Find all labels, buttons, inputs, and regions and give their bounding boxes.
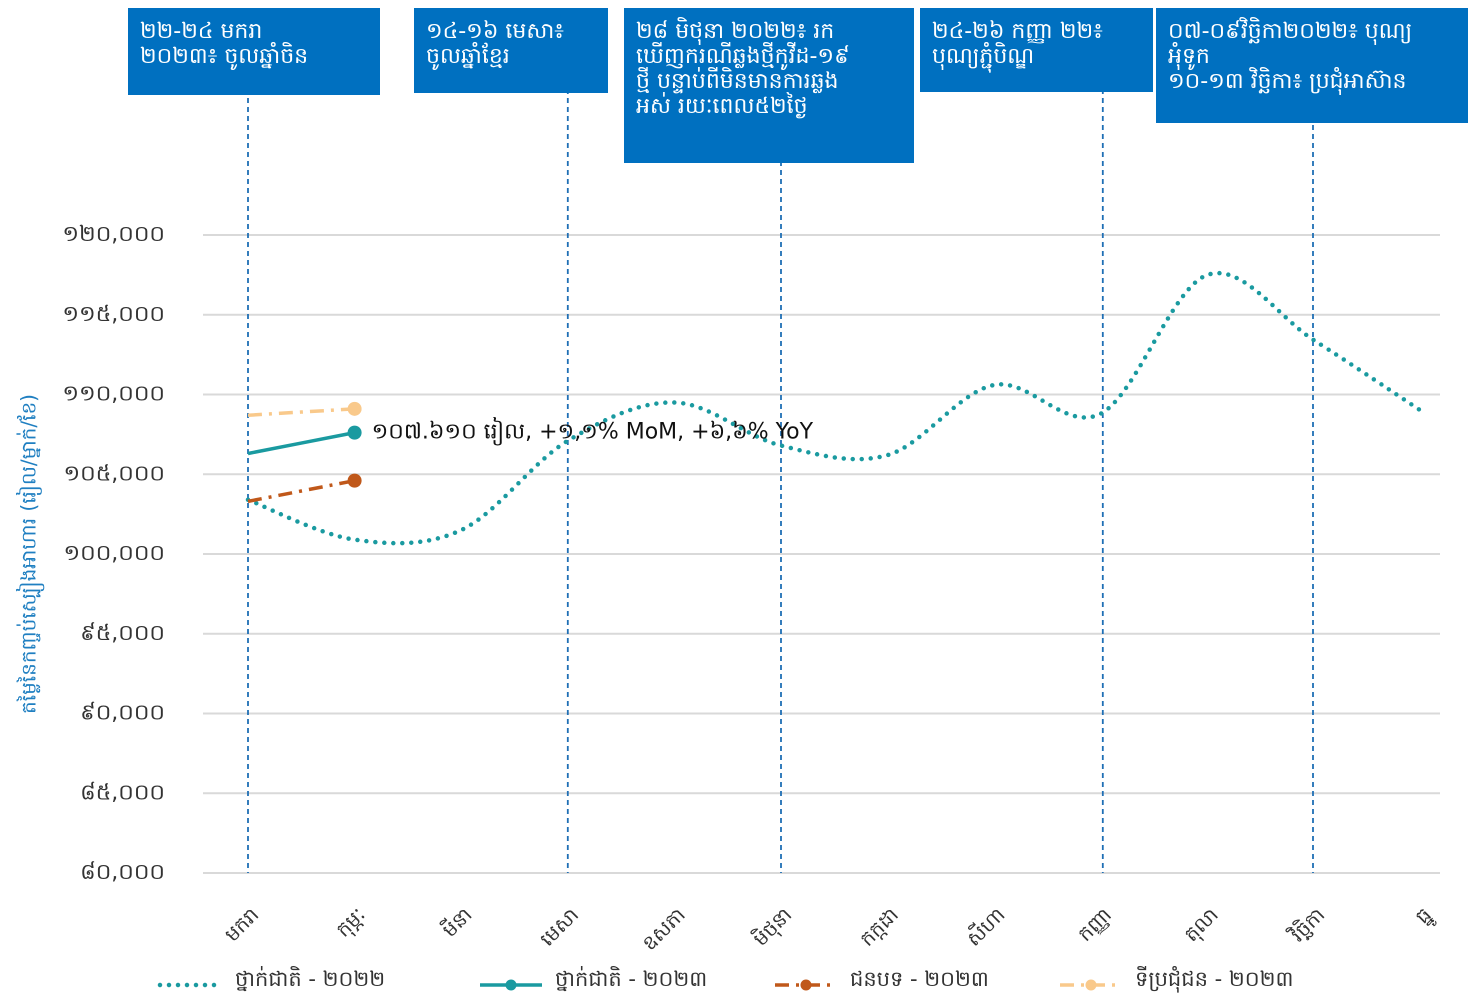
annotation-box	[414, 8, 608, 93]
x-tick-label: កុម្ភៈ	[331, 902, 372, 943]
legend-marker	[505, 979, 517, 991]
x-tick-label: ឧសភា	[637, 902, 690, 955]
series-line	[247, 430, 355, 456]
annotation-text: ២២-២៤ មករា	[140, 19, 262, 44]
annotation-text: អស់ រយៈពេល៥២ថ្ងៃ	[636, 92, 808, 119]
x-tick-label: មេសា	[535, 902, 583, 950]
y-tick-label: ១០០,០០០	[63, 541, 165, 566]
y-axis-label: តម្លៃនៃកញ្ចប់ស្បៀងអាហារ (រៀល/ម្នាក់/ខែ)	[16, 394, 45, 714]
legend-label: ថ្នាក់ជាតិ - ២០២៣	[555, 966, 707, 992]
y-tick-label: ៩០,០០០	[80, 701, 165, 726]
series-line	[245, 270, 1423, 546]
annotation-text: អុំទូក	[1168, 42, 1210, 70]
legend-label: ជនបទ - ២០២៣	[850, 967, 989, 991]
point-marker	[347, 425, 362, 440]
x-tick-label: កក្កដា	[855, 902, 903, 950]
legend-label: ទីប្រជុំជន - ២០២៣	[1135, 966, 1293, 993]
y-tick-label: ៨០,០០០	[80, 860, 165, 885]
annotation-box	[920, 8, 1153, 92]
x-tick-label: ធ្នូ	[1410, 902, 1439, 931]
y-tick-label: ៩៥,០០០	[80, 621, 165, 646]
annotation-text: ២៨ មិថុនា ២០២២៖ រក	[636, 17, 834, 45]
legend-marker	[800, 979, 812, 991]
point-marker	[347, 473, 362, 488]
annotation-text: ១៤-១៦ មេសា៖	[426, 19, 564, 44]
x-tick-label: សីហា	[961, 902, 1010, 951]
point-marker	[347, 401, 362, 416]
y-tick-label: ១១០,០០០	[62, 382, 165, 407]
y-tick-label: ១២០,០០០	[62, 222, 165, 247]
x-tick-label: តុលា	[1179, 902, 1224, 947]
y-tick-label: ៨៥,០០០	[80, 780, 165, 805]
annotation-text: ២៤-២៦ កញ្ញា ២២៖	[932, 19, 1103, 44]
annotation-box	[624, 8, 914, 163]
annotation-box	[128, 8, 380, 95]
annotation-text: បុណ្យភ្ជុំបិណ្ឌ	[932, 42, 1034, 73]
annotation-text: ១០-១៣ វិច្ឆិកា៖ ប្រជុំអាស៊ាន	[1168, 67, 1407, 95]
series-line	[247, 478, 355, 504]
x-tick-label: មីនា	[436, 902, 476, 942]
legend-marker	[1085, 979, 1097, 991]
annotation-text: ឃើញករណីឆ្លងថ្មីកូវីដ-១៩	[636, 42, 850, 70]
x-tick-label: វិច្ឆិកា	[1284, 902, 1330, 948]
legend-label: ថ្នាក់ជាតិ - ២០២២	[235, 966, 385, 992]
y-tick-label: ១០៥,០០០	[63, 461, 165, 486]
x-tick-label: មករា	[220, 902, 264, 946]
x-tick-label: កញ្ញា	[1073, 902, 1117, 946]
point-label: ១០៧.៦១០ រៀល, +១,១% MoM, +៦,៦% YoY	[372, 417, 814, 446]
annotation-text: ចូលឆ្នាំខ្មែរ	[426, 42, 510, 70]
annotation-text: ០៧-០៩វិច្ឆិកា២០២២៖ បុណ្យ	[1168, 17, 1412, 45]
annotation-box	[1156, 8, 1468, 123]
annotation-text: ២០២៣៖ ចូលឆ្នាំចិន	[140, 42, 308, 70]
annotation-text: ថ្មី បន្ទាប់ពីមិនមានការឆ្លង	[636, 67, 839, 94]
x-tick-label: មិថុនា	[747, 902, 798, 953]
y-tick-label: ១១៥,០០០	[62, 302, 165, 327]
series-line	[247, 407, 355, 417]
